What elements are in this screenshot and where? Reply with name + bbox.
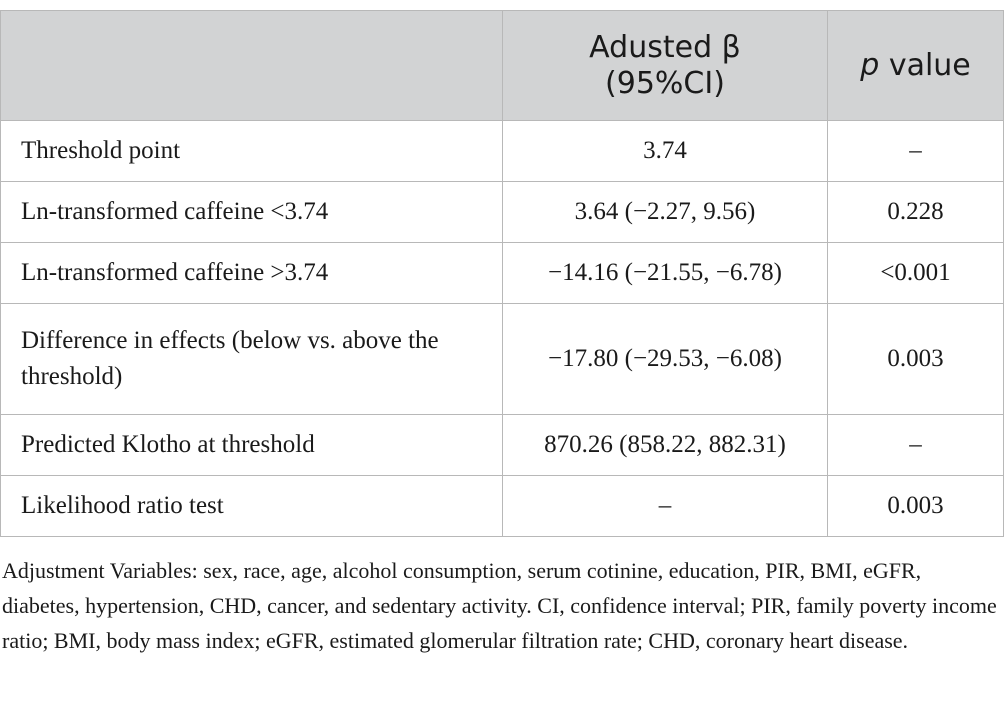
- table-header-row: Adusted β (95%CI) p value: [0, 10, 1004, 121]
- row-beta: 870.26 (858.22, 882.31): [502, 414, 828, 476]
- table-row: Likelihood ratio test – 0.003: [0, 475, 1004, 537]
- table-row: Ln-transformed caffeine >3.74 −14.16 (−2…: [0, 242, 1004, 304]
- row-label: Likelihood ratio test: [0, 475, 503, 537]
- table-row: Ln-transformed caffeine <3.74 3.64 (−2.2…: [0, 181, 1004, 243]
- table-row: Difference in effects (below vs. above t…: [0, 303, 1004, 415]
- row-p-value: 0.003: [827, 475, 1004, 537]
- header-variable: [0, 10, 503, 121]
- table-footnote: Adjustment Variables: sex, race, age, al…: [2, 558, 997, 653]
- header-adjusted-beta-label: Adusted β (95%CI): [589, 29, 741, 101]
- row-beta: −14.16 (−21.55, −6.78): [502, 242, 828, 304]
- row-beta: −17.80 (−29.53, −6.08): [502, 303, 828, 415]
- row-p-value: –: [827, 120, 1004, 182]
- row-p-value: 0.228: [827, 181, 1004, 243]
- table-row: Threshold point 3.74 –: [0, 120, 1004, 182]
- row-label: Predicted Klotho at threshold: [0, 414, 503, 476]
- header-p-rest: value: [879, 47, 971, 83]
- header-p-letter: p: [860, 47, 880, 83]
- header-p-value: p value: [827, 10, 1004, 121]
- row-label: Ln-transformed caffeine >3.74: [0, 242, 503, 304]
- threshold-effect-table: Adusted β (95%CI) p value Threshold poin…: [0, 10, 1004, 537]
- row-label: Threshold point: [0, 120, 503, 182]
- row-label: Difference in effects (below vs. above t…: [0, 303, 503, 415]
- row-label: Ln-transformed caffeine <3.74: [0, 181, 503, 243]
- table-row: Predicted Klotho at threshold 870.26 (85…: [0, 414, 1004, 476]
- header-adjusted-beta: Adusted β (95%CI): [502, 10, 828, 121]
- row-p-value: –: [827, 414, 1004, 476]
- row-p-value: <0.001: [827, 242, 1004, 304]
- row-beta: 3.74: [502, 120, 828, 182]
- row-beta: 3.64 (−2.27, 9.56): [502, 181, 828, 243]
- results-table-container: Adusted β (95%CI) p value Threshold poin…: [0, 10, 1004, 537]
- row-beta: –: [502, 475, 828, 537]
- row-p-value: 0.003: [827, 303, 1004, 415]
